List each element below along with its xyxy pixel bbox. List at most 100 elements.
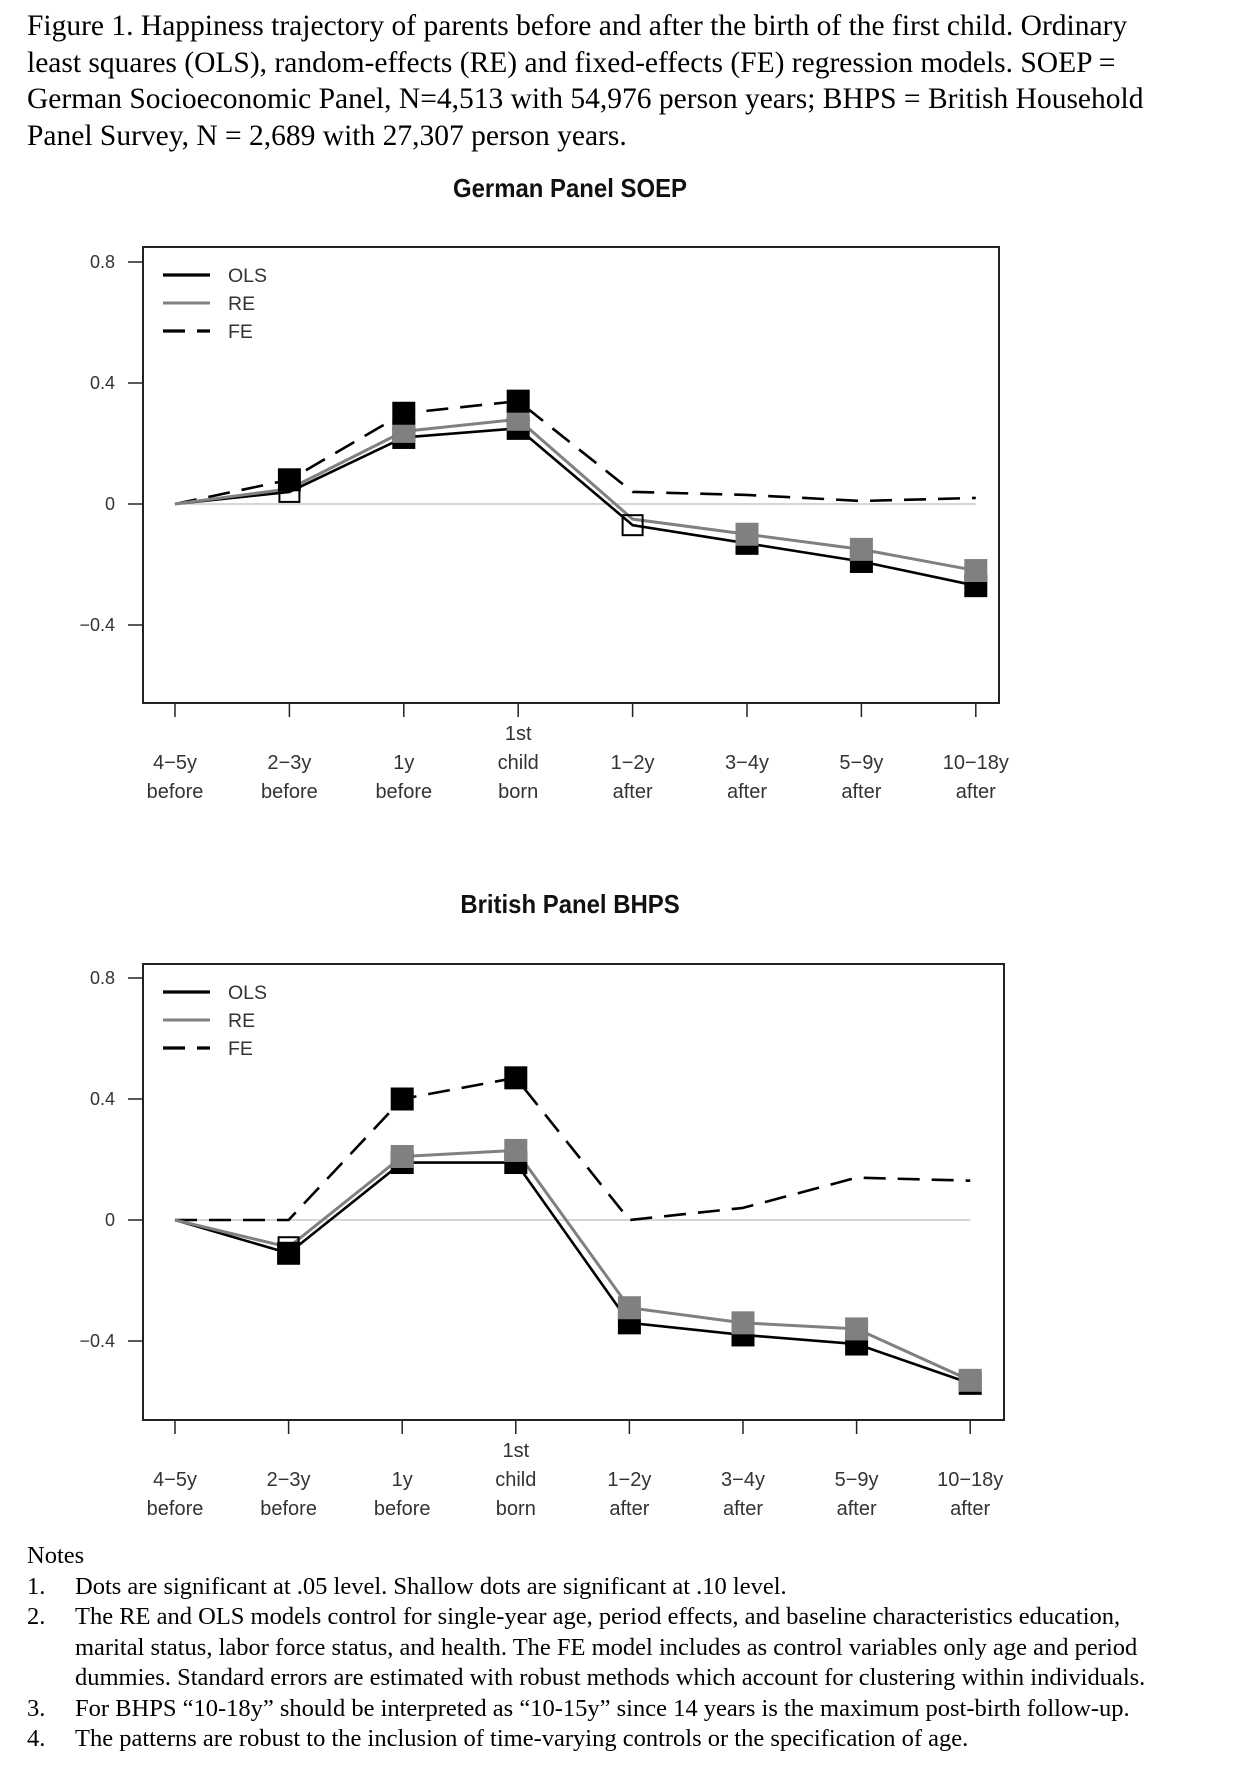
x-tick-label: 2−3y [267,1469,311,1491]
plot-frame [142,963,1005,1421]
marker-re-filled [735,522,759,546]
note-item: 2. The RE and OLS models control for sing… [27,1602,1252,1694]
x-tick-label: born [498,781,538,800]
marker-fe-filled [390,1087,414,1111]
marker-re-filled [964,559,988,583]
legend-label-re: RE [228,293,255,315]
caption-line: Panel Survey, N = 2,689 with 27,307 pers… [27,119,627,152]
x-tick-label: 5−9y [835,1469,879,1491]
series-line-fe [175,1076,971,1222]
x-tick-label: after [841,781,881,800]
series-line-re [174,1148,971,1382]
y-tick-label: 0 [105,1210,115,1230]
marker-ols-open [621,514,644,537]
note-text: Dots are significant at .05 level. Shall… [75,1572,787,1600]
x-tick-label: 1y [392,1469,413,1491]
note-number: 3. [27,1694,46,1722]
note-item: 3. For BHPS “10-18y” should be interprete… [27,1694,1252,1725]
y-tick-label: 0.4 [90,1089,115,1109]
note-row: 3. For BHPS “10-18y” should be interprete… [27,1694,1252,1725]
x-tick-label: 4−5y [153,1469,197,1491]
marker-re-open [277,1236,300,1259]
y-tick-label: 0.8 [90,252,115,272]
note-text: The RE and OLS models control for single… [75,1603,1121,1630]
marker-re-filled [617,1296,641,1320]
marker-fe-filled [277,468,301,492]
x-tick-label: after [723,1498,763,1520]
marker-ols-filled [277,1241,301,1265]
note-number: 1. [27,1572,46,1600]
series-line-ols [174,1161,971,1385]
y-tick-label: −0.4 [79,1331,115,1351]
x-tick-label: child [498,752,539,774]
x-tick-label: after [837,1498,877,1520]
soep-chart: 0.8 0.4 0 −0.4 4−5y before 2−3y before 1y before 1… [79,246,1009,800]
series-line-ols [174,427,977,587]
y-tick-label: 0 [105,494,115,514]
notes-heading: Notes [27,1542,85,1569]
x-tick-label: child [495,1469,536,1491]
x-tick-label: 2−3y [267,752,311,774]
note-text: For BHPS “10-18y” should be interpreted … [75,1694,1130,1722]
x-tick-label: after [613,781,653,800]
x-tick-label: before [261,781,318,800]
caption-line: Figure 1. Happiness trajectory of parent… [27,10,1128,42]
marker-fe-filled [392,401,416,425]
legend-label-fe: FE [228,1038,253,1060]
y-tick-label: 0.8 [90,968,115,988]
x-tick-label: 4−5y [153,752,197,774]
legend-label-ols: OLS [228,982,267,1004]
plot-frame [142,246,1000,704]
series-line-fe [174,399,976,506]
marker-re-filled [731,1311,755,1335]
legend-label-fe: FE [228,321,253,343]
legend-label-re: RE [228,1010,255,1032]
series-line-re [174,417,977,573]
note-number: 2. [27,1603,46,1630]
marker-re-filled [845,1317,869,1341]
marker-re-filled [958,1368,982,1392]
chart-title-bhps: British Panel BHPS [460,889,680,919]
y-tick-label: 0.4 [90,373,115,393]
note-number: 4. [27,1725,46,1752]
chart-title-soep: German Panel SOEP [453,173,687,203]
x-tick-label: before [260,1498,317,1520]
bhps-chart: 0.8 0.4 0 −0.4 4−5y before 2−3y before 1y before 1… [79,963,1005,1520]
note-row: 2. The RE and OLS models control for sing… [27,1602,1252,1633]
marker-re-filled [390,1144,414,1168]
x-tick-label: before [147,1498,204,1520]
x-tick-label: born [496,1498,536,1520]
x-tick-label: 3−4y [721,1469,765,1491]
notes-section: Notes 1. Dots are significant at .05 leve… [27,1541,1252,1755]
x-tick-label: 1st [505,723,532,745]
y-tick-label: −0.4 [79,615,115,635]
caption-line: least squares (OLS), random-effects (RE)… [27,46,1116,79]
x-tick-label: 1y [393,752,414,774]
x-tick-label: after [727,781,767,800]
note-text: marital status, labor force status, and … [75,1633,1138,1661]
figure-caption: Figure 1. Happiness trajectory of parent… [27,8,1247,154]
marker-fe-filled [506,389,530,413]
x-tick-label: 1−2y [607,1469,651,1491]
caption-line: German Socioeconomic Panel, N=4,513 with… [27,83,1144,115]
notes-list: 1. Dots are significant at .05 level. Sha… [27,1572,1252,1755]
x-tick-label: after [609,1498,649,1520]
x-tick-label: before [374,1498,431,1520]
x-tick-label: after [950,1498,990,1520]
note-item: 1. Dots are significant at .05 level. Sha… [27,1572,1252,1603]
x-tick-label: after [956,781,996,800]
marker-re-filled [849,537,873,561]
legend-label-ols: OLS [228,265,267,287]
note-row: 1. Dots are significant at .05 level. Sha… [27,1572,1252,1603]
note-row: 4. The patterns are robust to the inclusi… [27,1724,1252,1755]
x-tick-label: 10−18y [943,752,1009,774]
note-item: 4. The patterns are robust to the inclusi… [27,1724,1252,1755]
marker-re-filled [504,1138,528,1162]
marker-fe-filled [504,1066,528,1090]
note-text: The patterns are robust to the inclusion… [75,1725,969,1752]
x-tick-label: 1st [502,1440,529,1462]
x-tick-label: 1−2y [611,752,655,774]
x-tick-label: before [147,781,204,800]
x-tick-label: 3−4y [725,752,769,774]
x-tick-label: 5−9y [839,752,883,774]
